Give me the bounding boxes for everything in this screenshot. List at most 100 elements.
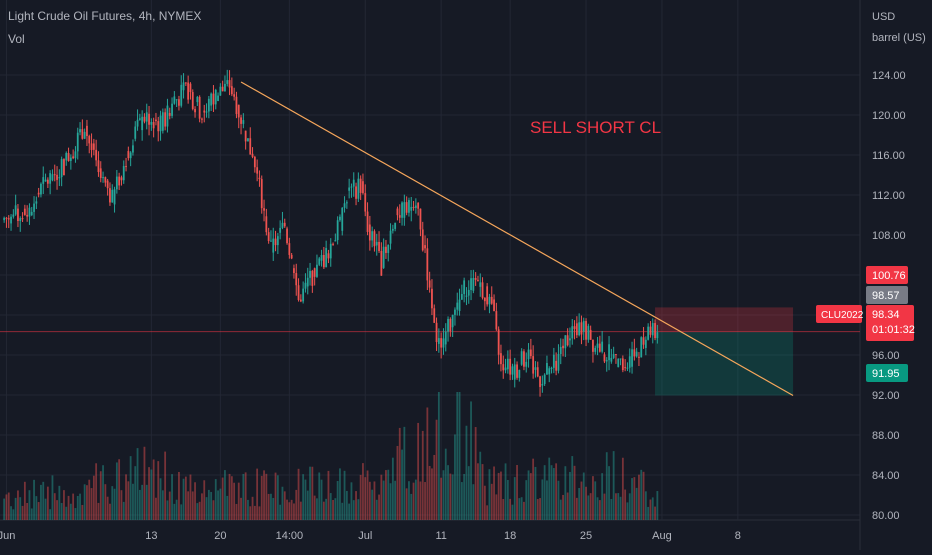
candle-body [385, 246, 387, 253]
candle-body [550, 367, 553, 369]
candle-body [382, 246, 385, 268]
candle-body [546, 362, 548, 375]
volume-bar [53, 493, 56, 520]
candle-body [428, 280, 431, 288]
candle-body [23, 208, 26, 215]
volume-bar [14, 497, 17, 520]
volume-bar [164, 451, 167, 520]
volume-bar [12, 509, 15, 520]
volume-bar [159, 478, 162, 520]
volume-bar [58, 485, 61, 520]
volume-bar [548, 457, 551, 520]
volume-bar [589, 493, 592, 520]
candle-body [575, 323, 578, 336]
candle-body [566, 335, 569, 346]
volume-bar [33, 479, 35, 520]
axis-unit: barrel (US) [872, 32, 926, 44]
candle-body [152, 121, 155, 129]
trendline[interactable] [240, 81, 794, 397]
symbol-badge[interactable]: CLU2022 [816, 305, 864, 323]
candle-body [414, 205, 417, 208]
volume-bar [316, 498, 318, 520]
volume-bar [598, 500, 601, 520]
candle-body [125, 166, 127, 168]
volume-bar [601, 473, 604, 520]
candle-body [541, 383, 544, 386]
volume-bar [628, 493, 631, 520]
candle-body [481, 282, 484, 298]
candle-body [594, 347, 597, 352]
axis-currency: USD [872, 11, 895, 23]
volume-bar [516, 465, 518, 520]
sell-short-annotation[interactable]: SELL SHORT CL [530, 118, 661, 137]
candle-body [518, 369, 521, 378]
volume-bar [359, 474, 362, 520]
target-zone[interactable] [655, 331, 794, 396]
volume-bar [194, 482, 196, 520]
volume-bar [364, 477, 367, 520]
price-tick-label: 88.00 [872, 430, 900, 442]
candle-body [656, 332, 659, 339]
volume-bar [529, 473, 532, 520]
candle-body [19, 218, 22, 222]
candle-body [621, 358, 624, 371]
volume-bar [207, 489, 210, 520]
volume-bar [504, 463, 507, 520]
price-tick-label: 92.00 [872, 390, 900, 402]
volume-bar [267, 493, 270, 520]
candle-body [46, 179, 49, 184]
volume-bar [226, 495, 229, 520]
candle-body [28, 207, 31, 217]
volume-bar [141, 484, 144, 520]
volume-bar [265, 473, 268, 520]
candle-body [426, 248, 429, 281]
volume-bar [145, 484, 148, 520]
volume-bar [378, 494, 380, 520]
volume-bar [60, 502, 63, 520]
candle-body [529, 349, 532, 357]
candle-body [30, 211, 33, 216]
candle-body [497, 329, 500, 355]
candle-body [431, 288, 433, 309]
target-price-badge: 91.95 [866, 364, 908, 382]
volume-bar [106, 496, 109, 520]
volume-bar [605, 452, 608, 520]
volume-bar [187, 491, 190, 520]
volume-bar [463, 473, 466, 520]
candle-body [72, 156, 75, 159]
volume-bar [412, 482, 415, 520]
trendline-layer[interactable] [240, 81, 794, 397]
volume-bar [35, 496, 38, 520]
volume-bar [30, 508, 33, 520]
volume-bar [467, 466, 470, 520]
candle-body [21, 218, 24, 220]
candle-body [355, 186, 357, 199]
price-tick-label: 120.00 [872, 110, 906, 122]
stop-zone[interactable] [655, 307, 794, 332]
price-tick-label: 116.00 [872, 150, 905, 162]
volume-bar [191, 491, 194, 520]
candle-body [437, 338, 440, 344]
volume-bar [352, 500, 355, 520]
volume-bar [178, 471, 180, 520]
candle-body [3, 217, 6, 221]
candle-body [534, 367, 537, 370]
volume-bar [168, 491, 171, 520]
candle-body [196, 96, 199, 103]
time-tick-label: Jul [358, 530, 372, 542]
volume-bar [288, 502, 291, 520]
short-position-tool[interactable] [0, 307, 860, 396]
volume-bar [19, 497, 22, 520]
volume-bar [571, 456, 574, 520]
time-axis[interactable]: Jun 13 20 14:00 Jul 11 18 25 Aug 8 [0, 530, 741, 542]
candle-body [40, 183, 42, 195]
volume-bar [424, 482, 426, 520]
candle-body [150, 121, 153, 125]
candle-body [467, 289, 470, 296]
candle-body [279, 227, 282, 233]
candle-body [290, 254, 293, 259]
candle-body [203, 110, 206, 113]
candle-body [265, 216, 268, 233]
candle-body [198, 96, 201, 119]
